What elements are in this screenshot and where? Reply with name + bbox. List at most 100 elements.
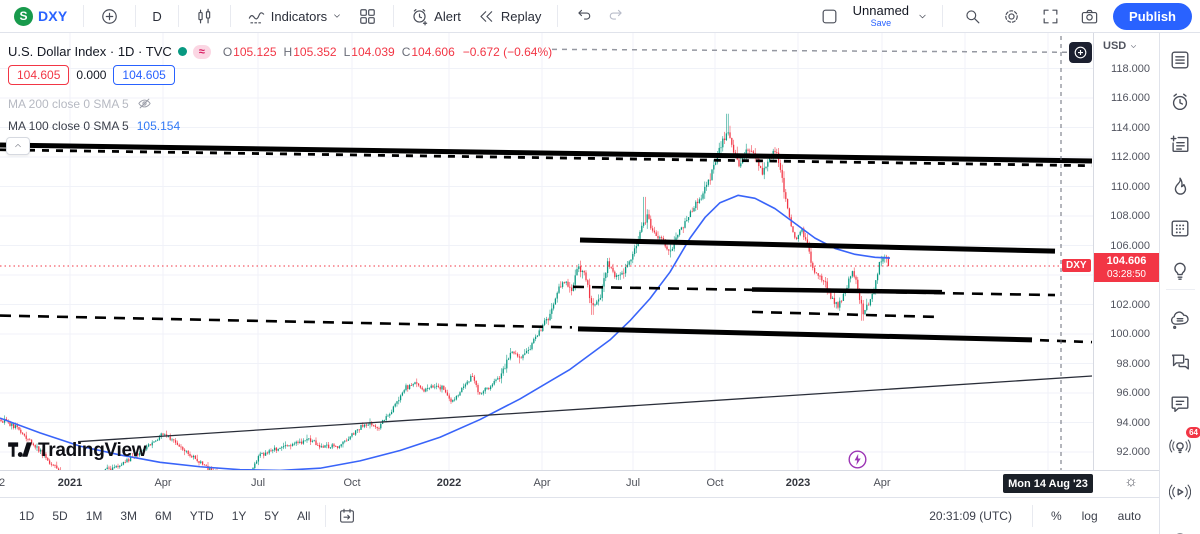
settings-button[interactable] — [996, 3, 1027, 30]
layout-select-button[interactable] — [814, 3, 845, 30]
search-button[interactable] — [957, 3, 988, 30]
quote-row: 104.605 0.000 104.605 — [8, 65, 175, 85]
boost-lightning-button[interactable] — [847, 449, 868, 470]
ask-button[interactable]: 104.605 — [113, 65, 175, 85]
undo-button[interactable] — [568, 3, 598, 29]
divider — [177, 5, 179, 27]
auto-scale-button[interactable]: auto — [1117, 509, 1141, 523]
replay-button[interactable]: Replay — [471, 3, 547, 30]
range-5y-button[interactable]: 5Y — [264, 509, 280, 523]
alert-button[interactable]: Alert — [404, 3, 467, 30]
sidebar-calendar-button[interactable] — [1165, 213, 1195, 243]
sidebar-live-button[interactable] — [1165, 477, 1195, 507]
snapshot-button[interactable] — [1074, 3, 1105, 30]
chevron-down-icon[interactable] — [917, 11, 928, 22]
range-1d-button[interactable]: 1D — [19, 509, 35, 523]
range-buttons: 1D 5D 1M 3M 6M YTD 1Y 5Y All — [10, 505, 319, 527]
theme-toggle-button[interactable]: ☼ — [1124, 473, 1138, 490]
sidebar-profile-button[interactable] — [1165, 519, 1195, 534]
price-axis[interactable]: USD 118.000 116.000 114.000 112.000 110.000 1… — [1093, 33, 1159, 470]
legend-collapse-button[interactable] — [6, 137, 30, 155]
indicator-templates-button[interactable] — [352, 3, 383, 30]
price-tick-label: 110.000 — [1111, 180, 1150, 193]
price-tick-label: 108.000 — [1110, 210, 1150, 222]
camera-icon — [1081, 9, 1098, 23]
range-6m-button[interactable]: 6M — [155, 509, 172, 523]
percent-scale-button[interactable]: % — [1050, 509, 1062, 523]
clock-utc[interactable]: 20:31:09 (UTC) — [929, 509, 1012, 523]
message-bubble-icon — [1171, 396, 1189, 413]
chevron-up-icon — [15, 144, 21, 148]
range-5d-button[interactable]: 5D — [52, 509, 68, 523]
range-3m-button[interactable]: 3M — [120, 509, 138, 523]
plus-circle-icon — [1074, 46, 1087, 59]
range-1m-button[interactable]: 1M — [85, 509, 103, 523]
currency-label: USD — [1103, 40, 1127, 52]
indicators-icon — [248, 11, 264, 23]
time-tick-label: Jul — [625, 477, 641, 489]
fullscreen-button[interactable] — [1035, 3, 1066, 30]
interval-button[interactable]: D — [146, 5, 167, 28]
range-1y-button[interactable]: 1Y — [231, 509, 247, 523]
sidebar-messages-button[interactable] — [1165, 389, 1195, 419]
sidebar-streams-button[interactable]: 64 — [1165, 427, 1200, 461]
market-open-dot-icon — [177, 47, 187, 56]
time-tick-label: Jul — [250, 477, 266, 489]
time-tick-label: Apr — [533, 477, 551, 489]
streams-badge: 64 — [1186, 427, 1200, 438]
alert-label: Alert — [434, 8, 461, 24]
sidebar-minds-button[interactable] — [1165, 305, 1195, 335]
log-scale-button[interactable]: log — [1081, 509, 1098, 523]
price-tick-label: 118.000 — [1111, 62, 1150, 75]
plus-circle-icon — [102, 8, 118, 24]
sidebar-watchlist-button[interactable] — [1165, 45, 1195, 75]
sidebar-alerts-button[interactable] — [1165, 87, 1195, 117]
save-button[interactable]: Save — [870, 18, 892, 28]
eye-off-icon[interactable] — [137, 96, 152, 111]
go-to-date-icon — [340, 508, 355, 523]
bid-button[interactable]: 104.605 — [8, 65, 70, 85]
ma100-legend-row[interactable]: MA 100 close 0 SMA 5 105.154 — [8, 119, 180, 133]
candlestick-chart[interactable] — [0, 33, 1093, 470]
chart-plot-area[interactable]: U.S. Dollar Index · 1D · TVC ≈ O105.125 … — [0, 33, 1093, 470]
indicators-label: Indicators — [270, 8, 328, 24]
tradingview-logo-icon — [8, 442, 32, 457]
time-tick-label: Apr — [873, 477, 891, 489]
chevron-down-icon — [334, 14, 340, 18]
undo-icon — [578, 9, 591, 20]
range-all-button[interactable]: All — [297, 509, 311, 523]
chevron-down-icon — [1131, 44, 1137, 48]
symbol-button[interactable]: S DXY — [8, 3, 73, 30]
range-ytd-button[interactable]: YTD — [189, 509, 214, 523]
sidebar-hotlists-button[interactable] — [1165, 171, 1195, 201]
price-tick-label: 112.000 — [1111, 151, 1150, 163]
sidebar-ideas-button[interactable] — [1165, 255, 1195, 285]
spread-value: 0.000 — [76, 68, 107, 82]
currency-selector[interactable]: USD — [1103, 40, 1138, 52]
divider — [942, 5, 944, 27]
indicators-button[interactable]: Indicators — [241, 3, 348, 30]
redo-button[interactable] — [602, 3, 632, 29]
gear-icon — [1005, 9, 1018, 23]
layout-icon — [822, 9, 837, 23]
divider — [229, 5, 231, 27]
chart-style-button[interactable] — [189, 3, 220, 30]
ma200-legend-row[interactable]: MA 200 close 0 SMA 5 — [8, 96, 152, 111]
publish-button[interactable]: Publish — [1113, 2, 1192, 30]
time-axis[interactable]: 2 2021 Apr Jul Oct 2022 Apr Jul Oct 2023 Apr Mon 1… — [0, 470, 1159, 497]
layout-name-button[interactable]: Unnamed Save — [853, 4, 909, 28]
chart-title[interactable]: U.S. Dollar Index · 1D · TVC — [8, 44, 172, 59]
lightbulb-icon — [1174, 262, 1186, 280]
go-to-date-button[interactable] — [332, 503, 362, 529]
compare-add-button[interactable] — [94, 3, 125, 30]
candlestick-icon — [198, 8, 211, 23]
redo-icon — [610, 9, 623, 20]
templates-grid-icon — [360, 8, 375, 24]
quick-add-button[interactable] — [1069, 42, 1092, 63]
delayed-data-badge[interactable]: ≈ — [192, 44, 211, 59]
sidebar-notes-button[interactable] — [1165, 129, 1195, 159]
symbol-logo-icon: S — [14, 6, 33, 26]
watchlist-icon — [1171, 51, 1189, 69]
sidebar-chats-button[interactable] — [1165, 347, 1195, 377]
time-tick-label: Oct — [706, 477, 724, 489]
